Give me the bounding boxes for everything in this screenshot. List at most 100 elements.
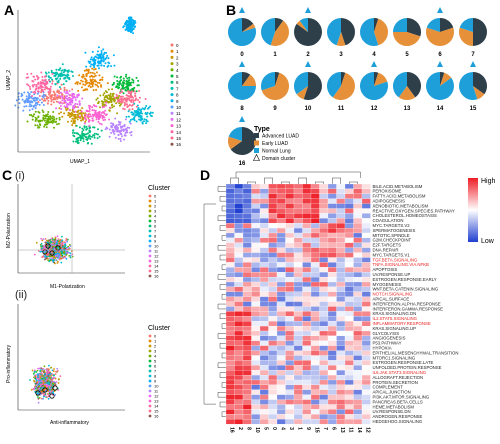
umap-point (124, 134, 127, 137)
umap-point (55, 96, 58, 99)
heat-cell (302, 183, 312, 190)
cluster-legend-label: 12 (154, 254, 159, 259)
heat-cell (344, 247, 354, 253)
scatter-point (50, 386, 53, 389)
heat-cell (285, 404, 295, 410)
heat-cell (276, 404, 286, 410)
heat-cell (276, 335, 286, 341)
scatter-point (53, 249, 56, 252)
scatter-point (34, 387, 37, 390)
heat-colorbar (468, 178, 478, 242)
scatter-point (37, 367, 40, 370)
heat-cell (285, 296, 295, 302)
umap-point (42, 104, 45, 106)
umap-point (47, 111, 50, 113)
pie-label: 0 (240, 52, 244, 58)
scatter-point (43, 381, 45, 384)
scatter-point (55, 381, 58, 383)
umap-point (71, 101, 73, 104)
heat-cell (285, 281, 295, 288)
heat-cell (285, 394, 295, 400)
umap-point (48, 89, 51, 92)
heat-cell (225, 301, 235, 307)
heat-cell (336, 252, 346, 258)
heat-cell (336, 370, 346, 376)
umap-point (128, 126, 131, 129)
heat-cell (336, 227, 346, 234)
umap-point (58, 86, 61, 89)
umap-point (43, 119, 46, 122)
heat-cell (251, 399, 261, 405)
umap-point (57, 68, 60, 71)
heat-cell (293, 409, 303, 415)
heat-cell (259, 281, 269, 288)
heat-cell (361, 213, 371, 219)
scatter-point (52, 376, 55, 379)
heat-cell (361, 232, 371, 239)
scatter-point (41, 383, 44, 385)
heat-cell (285, 340, 295, 346)
umap-point (118, 84, 121, 86)
scatter-point (58, 240, 61, 243)
heat-cell (242, 208, 252, 214)
heat-col-label: 15 (313, 427, 319, 433)
cluster-legend-swatch (148, 394, 152, 398)
heat-cell (310, 252, 320, 258)
scatter-point (52, 370, 55, 372)
heat-cell (327, 188, 337, 194)
heat-cell (327, 296, 337, 302)
umap-point (31, 115, 34, 118)
umap-legend-swatch (170, 68, 174, 72)
heat-cell (225, 183, 235, 190)
heat-cell (293, 272, 303, 278)
umap-point (45, 97, 48, 100)
heat-cell (293, 223, 303, 229)
heat-cell (310, 232, 320, 239)
umap-point (111, 106, 114, 109)
umap-point (50, 71, 53, 74)
scatter-point (46, 369, 48, 371)
heat-cell (361, 223, 371, 229)
umap-point (113, 64, 116, 67)
umap-point (118, 82, 121, 85)
heat-cell (344, 286, 354, 292)
heat-cell (234, 355, 244, 361)
heat-cell (302, 193, 312, 199)
heat-cell (268, 237, 278, 243)
heat-cell (285, 399, 295, 405)
umap-point (35, 83, 38, 86)
polarization-scatter: M1-Polarization M2-Polarization Cluster … (6, 184, 171, 290)
umap-point (52, 101, 55, 104)
scatter-point (57, 382, 60, 384)
heat-cell (344, 311, 354, 317)
heat-cell (225, 242, 235, 248)
cluster-legend-label: 16 (154, 274, 159, 279)
scatter-point (61, 247, 64, 250)
heat-cell (259, 306, 269, 312)
heat-cell (327, 257, 337, 263)
heat-cell (276, 281, 286, 288)
heat-cell (251, 183, 261, 190)
scatter-point (69, 256, 72, 259)
umap-point (70, 120, 73, 123)
umap-point (58, 112, 61, 115)
scatter-point (49, 384, 52, 386)
heat-cell (268, 267, 278, 273)
umap-point (71, 97, 74, 100)
scatter-point (60, 252, 63, 255)
heat-cell (310, 321, 320, 327)
umap-legend-swatch (170, 130, 174, 134)
scatter-point (65, 253, 68, 256)
heat-cell (225, 326, 235, 332)
umap-point (94, 74, 97, 77)
heat-cell (302, 414, 312, 420)
scatter-point (37, 401, 40, 404)
dendrogram-branch (217, 215, 226, 221)
umap-point (138, 118, 141, 121)
umap-point (125, 98, 128, 101)
scatter-point (48, 255, 50, 258)
pie-slice (293, 72, 308, 95)
umap-point (104, 128, 107, 131)
scatter-point (41, 378, 44, 380)
umap-point (134, 95, 137, 98)
